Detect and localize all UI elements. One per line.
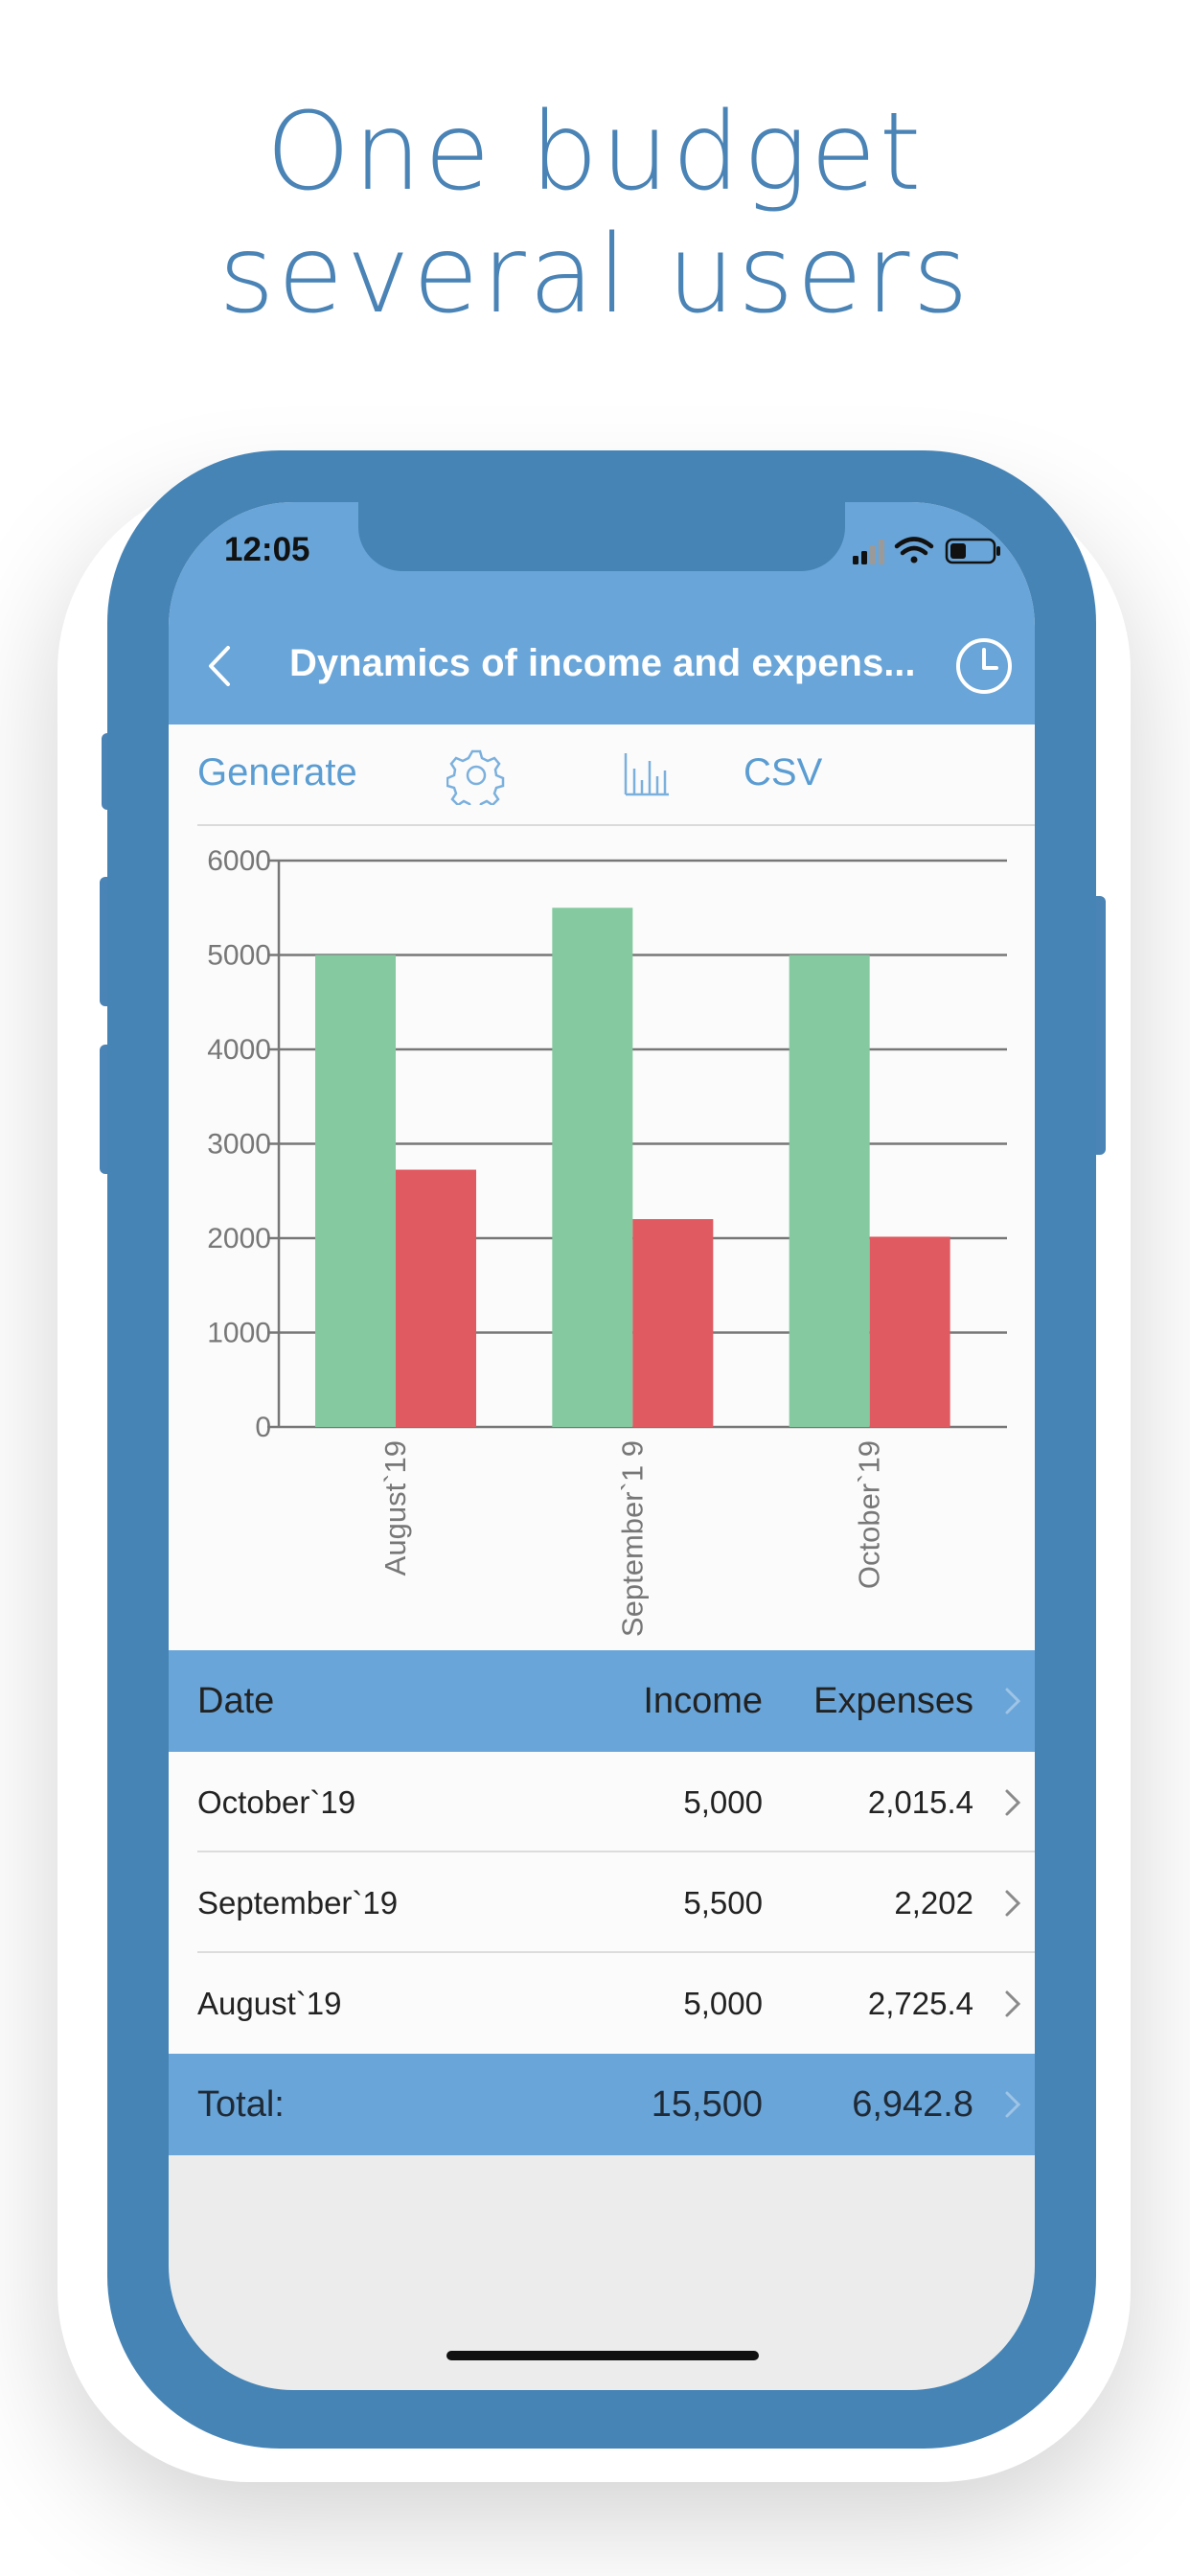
headline-line-1: One budget (265, 90, 925, 215)
csv-export-button[interactable]: CSV (744, 751, 823, 794)
phone-frame: 12:05 (107, 450, 1096, 2449)
marketing-headline: One budget several users (0, 91, 1190, 336)
toolbar-divider (197, 824, 1035, 826)
y-tick-label: 3000 (207, 1129, 271, 1161)
row-divider (197, 1951, 1035, 1953)
status-time: 12:05 (224, 531, 310, 568)
signal-icon (853, 540, 884, 564)
headline-line-2: several users (218, 213, 972, 337)
total-label: Total: (197, 2084, 285, 2125)
page-title: Dynamics of income and expens... (289, 642, 916, 684)
x-tick-label: October`19 (853, 1440, 886, 1589)
report-toolbar: Generate CSV (169, 724, 1035, 826)
chevron-right-icon[interactable] (1004, 1889, 1021, 1918)
bar-chart-svg: 0 1000 2000 3000 4000 5000 6000 August`19 Septem… (207, 845, 1007, 1637)
header-income: Income (643, 1681, 763, 1721)
back-chevron-icon[interactable] (207, 644, 232, 688)
gear-icon[interactable] (446, 746, 506, 805)
phone-screen: 12:05 (169, 502, 1035, 2390)
row-income: 5,000 (683, 1784, 763, 1820)
summary-table: Date Income Expenses October`19 5,000 2,… (169, 1650, 1035, 2155)
y-tick-label: 0 (255, 1412, 271, 1443)
row-divider (197, 1851, 1035, 1852)
row-income: 5,000 (683, 1986, 763, 2021)
income-bar (789, 954, 870, 1427)
row-expenses: 2,725.4 (867, 1986, 973, 2021)
battery-icon (945, 538, 1000, 564)
chevron-right-icon[interactable] (1004, 1687, 1021, 1715)
income-bar (315, 954, 396, 1427)
row-income: 5,500 (683, 1885, 763, 1920)
chevron-right-icon[interactable] (1004, 2090, 1021, 2119)
y-tick-label: 5000 (207, 940, 271, 972)
row-date: October`19 (197, 1784, 356, 1820)
status-icons (853, 537, 1000, 564)
income-bar (552, 908, 633, 1427)
chevron-right-icon[interactable] (1004, 1788, 1021, 1817)
generate-button[interactable]: Generate (197, 751, 357, 794)
total-income: 15,500 (651, 2084, 763, 2125)
phone-notch (358, 502, 845, 571)
row-expenses: 2,015.4 (867, 1784, 973, 1820)
header-expenses: Expenses (813, 1681, 973, 1721)
expense-bar (869, 1236, 950, 1427)
chevron-right-icon[interactable] (1004, 1990, 1021, 2018)
expense-bar (396, 1169, 476, 1427)
y-tick-label: 2000 (207, 1223, 271, 1254)
row-date: September`19 (197, 1885, 399, 1920)
bar-chart-icon[interactable] (623, 751, 671, 797)
row-date: August`19 (197, 1986, 342, 2021)
y-tick-label: 1000 (207, 1318, 271, 1349)
home-indicator[interactable] (446, 2351, 759, 2360)
table-header: Date Income Expenses (169, 1650, 1035, 1752)
row-expenses: 2,202 (894, 1885, 973, 1920)
income-expense-chart: 0 1000 2000 3000 4000 5000 6000 August`19 Septem… (169, 826, 1035, 1650)
y-tick-label: 6000 (207, 845, 271, 877)
header-date: Date (197, 1681, 275, 1721)
table-total-row[interactable]: Total: 15,500 6,942.8 (169, 2054, 1035, 2155)
table-row[interactable]: October`19 5,000 2,015.4 (169, 1752, 1035, 1852)
table-row[interactable]: September`19 5,500 2,202 (169, 1852, 1035, 1953)
x-tick-label: August`19 (378, 1440, 412, 1576)
table-row[interactable]: August`19 5,000 2,725.4 (169, 1953, 1035, 2054)
expense-bar (632, 1219, 714, 1427)
status-bar: 12:05 (169, 502, 1035, 608)
wifi-icon (894, 537, 934, 564)
y-tick-label: 4000 (207, 1034, 271, 1066)
navigation-bar: Dynamics of income and expens... (169, 608, 1035, 724)
history-clock-icon[interactable] (954, 636, 1014, 696)
total-expenses: 6,942.8 (852, 2084, 973, 2125)
x-tick-label: September`1 9 (615, 1440, 649, 1637)
